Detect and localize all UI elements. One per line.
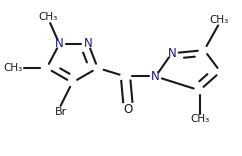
Text: N: N — [55, 37, 64, 51]
Text: CH₃: CH₃ — [38, 12, 58, 22]
Text: Br: Br — [54, 107, 67, 117]
Text: N: N — [167, 47, 176, 60]
Text: O: O — [123, 103, 132, 116]
Text: CH₃: CH₃ — [3, 63, 22, 73]
Text: CH₃: CH₃ — [210, 15, 229, 25]
Text: N: N — [84, 37, 93, 51]
Text: CH₃: CH₃ — [190, 114, 209, 124]
Text: N: N — [151, 70, 160, 83]
